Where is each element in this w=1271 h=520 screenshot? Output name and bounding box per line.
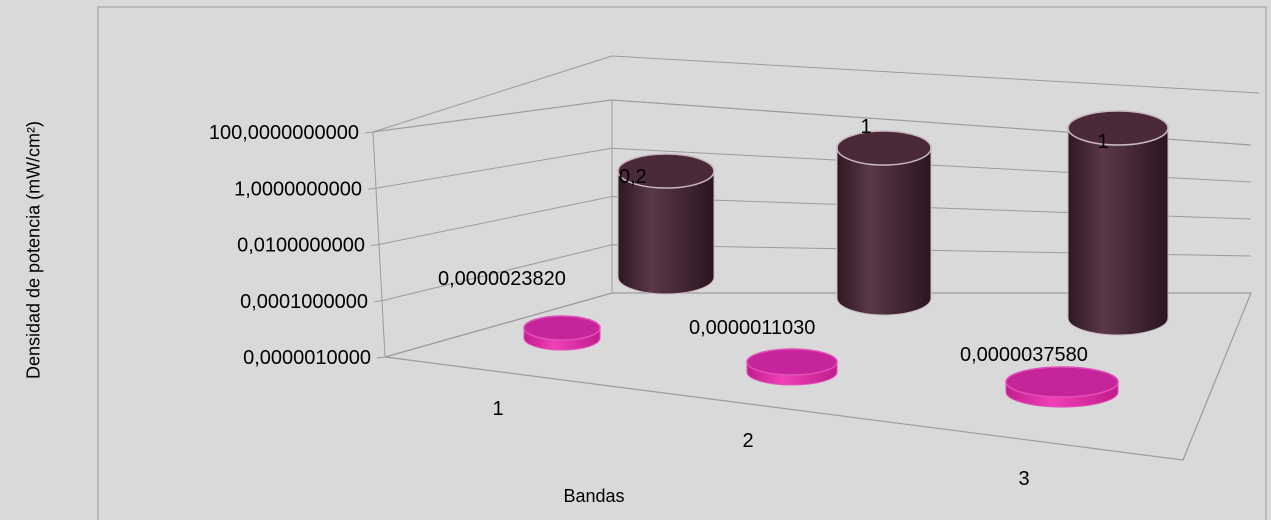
data-label-series2: 0,2 (619, 166, 647, 188)
x-category-label: 1 (492, 398, 503, 420)
y-tick-label: 0,0100000000 (237, 235, 365, 257)
y-axis-ticks: 0,0000010000 0,0001000000 0,0100000000 1,00… (209, 122, 386, 369)
plot-frame (97, 6, 1267, 520)
gridline (381, 244, 1252, 302)
y-tick-label: 100,0000000000 (209, 122, 359, 144)
x-category-label: 3 (1018, 468, 1029, 490)
gridline (384, 292, 1251, 358)
y-tick-mark (376, 356, 386, 359)
gridline (375, 147, 1252, 189)
data-label-series1: 0,0000023820 (438, 268, 566, 290)
side-wall-top (372, 55, 613, 133)
bar-series2-3 (1067, 110, 1169, 336)
bar-series2-1-body (617, 170, 715, 295)
data-label-series1: 0,0000037580 (960, 344, 1088, 366)
y-tick-mark (370, 244, 380, 246)
bar-series1-2 (746, 348, 838, 386)
data-label-series2: 1 (1097, 131, 1108, 153)
bar-series2-2 (836, 130, 932, 316)
bar-series2-2-body (836, 147, 932, 316)
x-category-label: 2 (742, 430, 753, 452)
data-label-series2: 1 (860, 116, 871, 138)
y-tick-label: 0,0001000000 (240, 291, 368, 313)
bar-series1-1-top (523, 315, 601, 341)
bar-series1-2-top (746, 348, 838, 376)
x-axis-title: Bandas (563, 486, 624, 506)
back-wall-top (611, 55, 1260, 94)
gridline (372, 99, 1252, 146)
bar-series1-3-top (1005, 366, 1119, 398)
bar-series1-3 (1005, 366, 1119, 408)
bar-series2-2-top (836, 130, 932, 166)
bar-series2-1 (617, 153, 715, 295)
data-label-series1: 0,0000011030 (689, 317, 815, 339)
x-axis-categories: 1 2 3 (492, 398, 1029, 490)
bar-series1-1 (523, 315, 601, 351)
y-tick-mark (367, 187, 377, 190)
y-tick-label: 1,0000000000 (234, 178, 362, 200)
y-tick-mark (364, 131, 374, 134)
bar-series2-3-body (1067, 127, 1169, 336)
y-tick-label: 0,0000010000 (243, 347, 371, 369)
y-tick-mark (373, 300, 383, 303)
chart-walls (372, 55, 1260, 461)
bar-series2-3-top (1067, 110, 1169, 146)
gridline (378, 195, 1252, 245)
data-labels: 0,2 1 1 0,0000023820 0,0000011030 0,000003758… (438, 116, 1109, 366)
bar-series2-1-top (617, 153, 715, 189)
bars (523, 110, 1169, 408)
